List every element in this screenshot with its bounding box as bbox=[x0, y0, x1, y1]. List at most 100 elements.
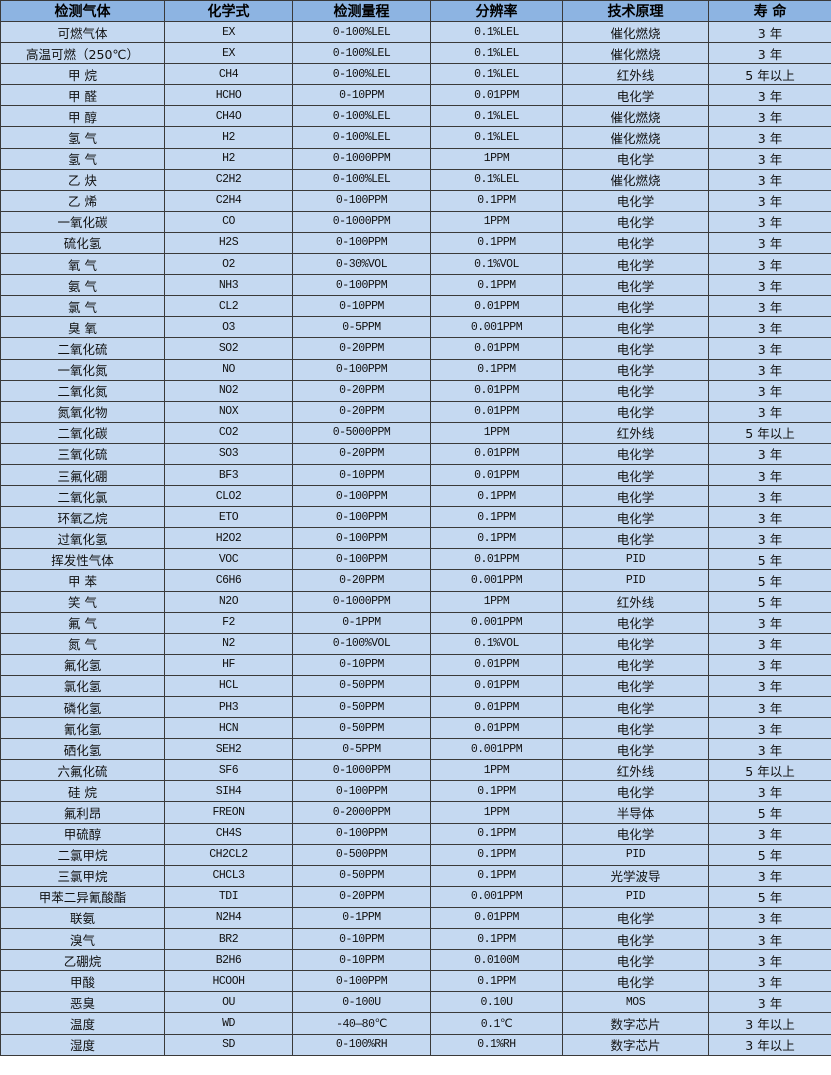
formula-cell: HF bbox=[164, 653, 293, 676]
table-row: 二氧化硫 SO2 0-20PPM 0.01PPM 电化学 3 年 bbox=[0, 337, 831, 360]
resolution-cell: 1PPM bbox=[430, 759, 563, 782]
gas-name-cell: 联氨 bbox=[0, 906, 165, 930]
table-row: 硒化氢 SEH2 0-5PPM 0.001PPM 电化学 3 年 bbox=[0, 738, 831, 761]
range-cell: 0-100PPM bbox=[292, 527, 431, 550]
range-cell: 0-100%LEL bbox=[292, 42, 431, 65]
table-row: 甲 醛 HCHO 0-10PPM 0.01PPM 电化学 3 年 bbox=[0, 84, 831, 107]
resolution-cell: 1PPM bbox=[430, 147, 563, 170]
principle-cell: 催化燃烧 bbox=[562, 20, 709, 44]
gas-name-cell: 二氧化氯 bbox=[0, 485, 165, 508]
table-row: 甲苯二异氰酸酯 TDI 0-20PPM 0.001PPM PID 5 年 bbox=[0, 885, 831, 908]
gas-name-cell: 氢 气 bbox=[0, 147, 165, 170]
lifespan-cell: 3 年 bbox=[708, 253, 831, 276]
lifespan-cell: 3 年 bbox=[708, 632, 831, 655]
formula-cell: CLO2 bbox=[164, 485, 293, 508]
resolution-cell: 1PPM bbox=[430, 590, 563, 613]
formula-cell: H2 bbox=[164, 147, 293, 170]
lifespan-cell: 3 年 bbox=[708, 780, 831, 803]
formula-cell: CL2 bbox=[164, 295, 293, 318]
gas-name-cell: 甲苯二异氰酸酯 bbox=[0, 885, 165, 908]
resolution-cell: 0.01PPM bbox=[430, 400, 563, 423]
principle-cell: 电化学 bbox=[562, 147, 709, 170]
gas-name-cell: 氮 气 bbox=[0, 632, 165, 655]
table-row: 六氟化硫 SF6 0-1000PPM 1PPM 红外线 5 年以上 bbox=[0, 759, 831, 782]
principle-cell: 电化学 bbox=[562, 295, 709, 318]
formula-cell: TDI bbox=[164, 885, 293, 908]
principle-cell: 电化学 bbox=[562, 379, 709, 402]
table-row: 溴气 BR2 0-10PPM 0.1PPM 电化学 3 年 bbox=[0, 928, 831, 951]
range-cell: 0-10PPM bbox=[292, 949, 431, 972]
formula-cell: NO bbox=[164, 358, 293, 381]
principle-cell: 电化学 bbox=[562, 463, 709, 487]
principle-cell: 电化学 bbox=[562, 822, 709, 845]
range-cell: 0-20PPM bbox=[292, 885, 431, 908]
range-cell: 0-500PPM bbox=[292, 843, 431, 866]
table-row: 氧 气 O2 0-30%VOL 0.1%VOL 电化学 3 年 bbox=[0, 253, 831, 276]
range-cell: 0-20PPM bbox=[292, 400, 431, 423]
lifespan-cell: 3 年 bbox=[708, 463, 831, 487]
principle-cell: PID bbox=[562, 885, 709, 908]
formula-cell: SF6 bbox=[164, 759, 293, 782]
gas-name-cell: 甲 苯 bbox=[0, 569, 165, 592]
formula-cell: HCN bbox=[164, 717, 293, 740]
range-cell: 0-10PPM bbox=[292, 84, 431, 107]
table-row: 过氧化氢 H2O2 0-100PPM 0.1PPM 电化学 3 年 bbox=[0, 527, 831, 550]
lifespan-cell: 3 年 bbox=[708, 949, 831, 972]
resolution-cell: 0.01PPM bbox=[430, 84, 563, 107]
principle-cell: 电化学 bbox=[562, 738, 709, 761]
gas-name-cell: 氯化氢 bbox=[0, 674, 165, 698]
range-cell: 0-100PPM bbox=[292, 485, 431, 508]
table-row: 乙硼烷 B2H6 0-10PPM 0.0100M 电化学 3 年 bbox=[0, 949, 831, 972]
resolution-cell: 0.001PPM bbox=[430, 611, 563, 634]
range-cell: 0-100%RH bbox=[292, 1033, 431, 1056]
gas-name-cell: 可燃气体 bbox=[0, 20, 165, 44]
lifespan-cell: 3 年 bbox=[708, 168, 831, 191]
lifespan-cell: 5 年 bbox=[708, 569, 831, 592]
range-cell: 0-1000PPM bbox=[292, 210, 431, 233]
principle-cell: 电化学 bbox=[562, 780, 709, 803]
range-cell: 0-50PPM bbox=[292, 674, 431, 698]
table-row: 二氯甲烷 CH2CL2 0-500PPM 0.1PPM PID 5 年 bbox=[0, 843, 831, 866]
table-row: 可燃气体 EX 0-100%LEL 0.1%LEL 催化燃烧 3 年 bbox=[0, 20, 831, 44]
principle-cell: 电化学 bbox=[562, 695, 709, 719]
resolution-cell: 0.001PPM bbox=[430, 885, 563, 908]
gas-name-cell: 硫化氢 bbox=[0, 231, 165, 255]
range-cell: 0-5PPM bbox=[292, 316, 431, 339]
header-formula: 化学式 bbox=[164, 0, 293, 22]
range-cell: 0-100PPM bbox=[292, 506, 431, 529]
lifespan-cell: 5 年 bbox=[708, 843, 831, 866]
lifespan-cell: 3 年 bbox=[708, 527, 831, 550]
table-row: 氮 气 N2 0-100%VOL 0.1%VOL 电化学 3 年 bbox=[0, 632, 831, 655]
table-row: 一氧化氮 NO 0-100PPM 0.1PPM 电化学 3 年 bbox=[0, 358, 831, 381]
formula-cell: N2H4 bbox=[164, 906, 293, 930]
range-cell: 0-10PPM bbox=[292, 463, 431, 487]
resolution-cell: 0.1PPM bbox=[430, 822, 563, 845]
principle-cell: 电化学 bbox=[562, 274, 709, 297]
range-cell: 0-5000PPM bbox=[292, 421, 431, 444]
resolution-cell: 1PPM bbox=[430, 421, 563, 444]
range-cell: 0-1000PPM bbox=[292, 759, 431, 782]
gas-name-cell: 氟 气 bbox=[0, 611, 165, 634]
formula-cell: CH2CL2 bbox=[164, 843, 293, 866]
table-row: 臭 氧 O3 0-5PPM 0.001PPM 电化学 3 年 bbox=[0, 316, 831, 339]
principle-cell: 光学波导 bbox=[562, 864, 709, 887]
gas-name-cell: 硅 烷 bbox=[0, 780, 165, 803]
range-cell: 0-100U bbox=[292, 991, 431, 1014]
table-row: 二氧化碳 CO2 0-5000PPM 1PPM 红外线 5 年以上 bbox=[0, 421, 831, 444]
formula-cell: ETO bbox=[164, 506, 293, 529]
formula-cell: BF3 bbox=[164, 463, 293, 487]
range-cell: 0-100%VOL bbox=[292, 632, 431, 655]
header-resolution: 分辨率 bbox=[430, 0, 563, 22]
principle-cell: PID bbox=[562, 569, 709, 592]
resolution-cell: 0.01PPM bbox=[430, 442, 563, 465]
resolution-cell: 0.001PPM bbox=[430, 738, 563, 761]
table-row: 磷化氢 PH3 0-50PPM 0.01PPM 电化学 3 年 bbox=[0, 695, 831, 719]
table-row: 联氨 N2H4 0-1PPM 0.01PPM 电化学 3 年 bbox=[0, 906, 831, 930]
gas-name-cell: 甲酸 bbox=[0, 970, 165, 993]
principle-cell: PID bbox=[562, 548, 709, 571]
lifespan-cell: 5 年 bbox=[708, 801, 831, 824]
resolution-cell: 0.1%LEL bbox=[430, 105, 563, 128]
gas-name-cell: 乙 烯 bbox=[0, 189, 165, 212]
table-row: 甲 苯 C6H6 0-20PPM 0.001PPM PID 5 年 bbox=[0, 569, 831, 592]
formula-cell: H2 bbox=[164, 126, 293, 149]
